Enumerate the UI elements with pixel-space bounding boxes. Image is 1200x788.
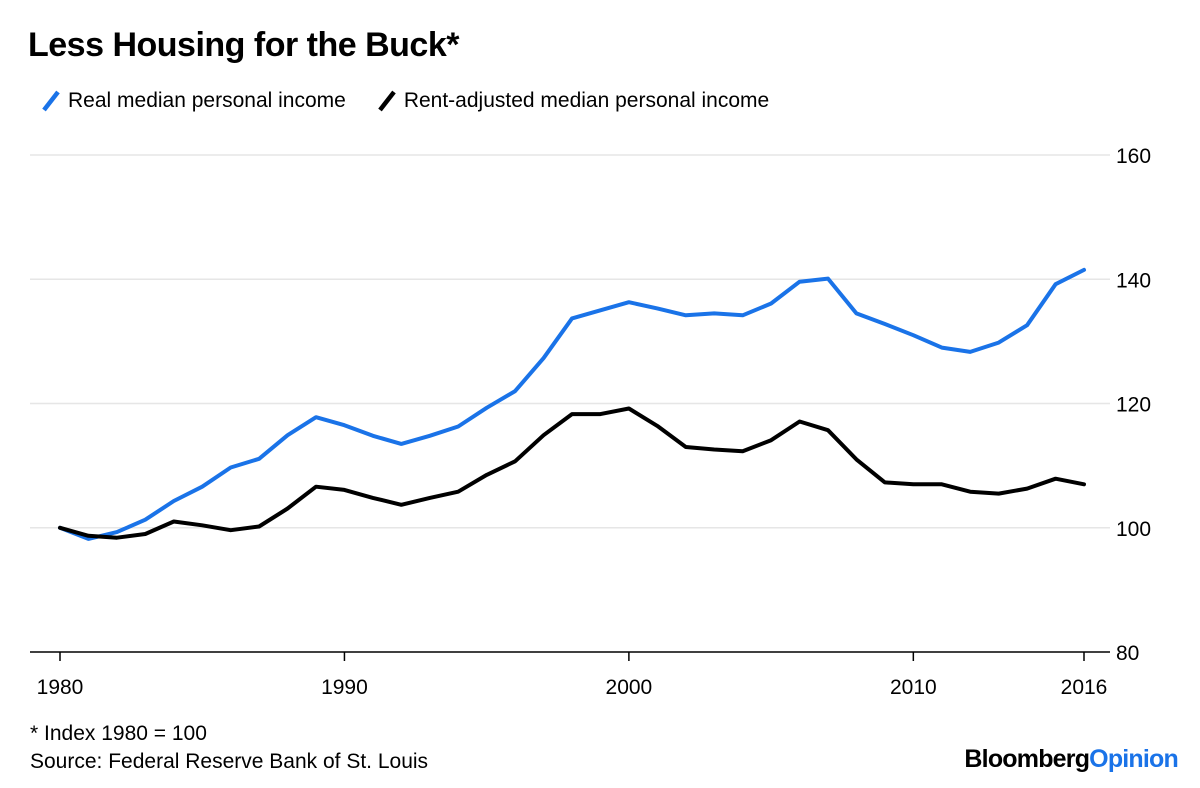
- x-tick-label-2016: 2016: [1061, 676, 1108, 699]
- x-tick-label-1990: 1990: [321, 676, 368, 699]
- chart-footnote: * Index 1980 = 100 Source: Federal Reser…: [30, 720, 428, 776]
- x-tick-label-1980: 1980: [37, 676, 84, 699]
- index-note: * Index 1980 = 100: [30, 722, 207, 745]
- series-line-real-income: [58, 267, 1086, 541]
- legend-swatch-black-icon: [378, 90, 396, 112]
- legend-swatch-blue-icon: [42, 90, 60, 112]
- chart-title: Less Housing for the Buck*: [28, 26, 459, 64]
- y-tick-label-140: 140: [1116, 269, 1151, 292]
- y-tick-label-80: 80: [1116, 642, 1139, 665]
- bloomberg-opinion-logo: BloombergOpinion: [964, 745, 1178, 774]
- x-tick-label-2010: 2010: [890, 676, 937, 699]
- series-line-rent-adjusted: [58, 406, 1086, 540]
- logo-bloomberg: Bloomberg: [964, 745, 1090, 773]
- x-tick-label-2000: 2000: [606, 676, 653, 699]
- y-tick-label-100: 100: [1116, 518, 1151, 541]
- legend-item-rent-adjusted: Rent-adjusted median personal income: [376, 88, 769, 114]
- legend-label-rent-adjusted: Rent-adjusted median personal income: [403, 89, 770, 112]
- y-tick-label-120: 120: [1116, 394, 1151, 417]
- source-note: Source: Federal Reserve Bank of St. Loui…: [30, 750, 429, 773]
- legend-item-real-income: Real median personal income: [40, 88, 346, 114]
- logo-opinion: Opinion: [1089, 745, 1179, 773]
- legend-label-real-income: Real median personal income: [68, 89, 346, 112]
- chart-legend: Real median personal income Rent-adjuste…: [40, 88, 799, 114]
- y-tick-label-160: 160: [1116, 145, 1151, 168]
